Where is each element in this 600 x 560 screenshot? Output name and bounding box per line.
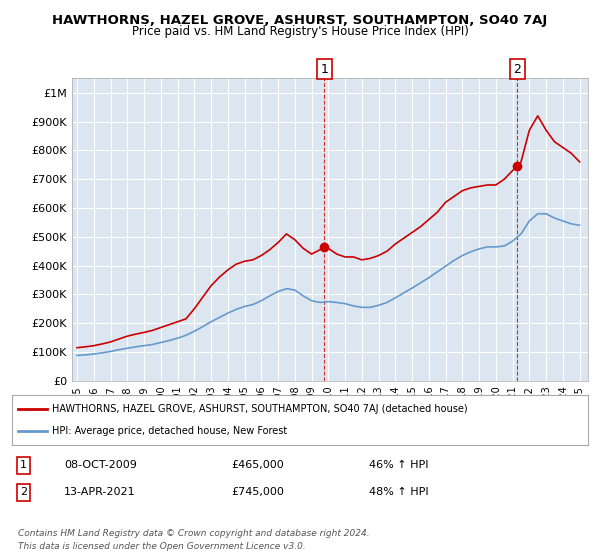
Text: Contains HM Land Registry data © Crown copyright and database right 2024.: Contains HM Land Registry data © Crown c… (18, 529, 370, 538)
Text: 2: 2 (20, 487, 27, 497)
Text: 2: 2 (514, 63, 521, 76)
Text: 13-APR-2021: 13-APR-2021 (64, 487, 136, 497)
Text: 1: 1 (20, 460, 27, 470)
Text: 46% ↑ HPI: 46% ↑ HPI (369, 460, 428, 470)
Text: £465,000: £465,000 (231, 460, 284, 470)
Text: 08-OCT-2009: 08-OCT-2009 (64, 460, 137, 470)
Text: 48% ↑ HPI: 48% ↑ HPI (369, 487, 429, 497)
Text: £745,000: £745,000 (231, 487, 284, 497)
Text: 1: 1 (320, 63, 328, 76)
Text: Price paid vs. HM Land Registry's House Price Index (HPI): Price paid vs. HM Land Registry's House … (131, 25, 469, 38)
Text: HAWTHORNS, HAZEL GROVE, ASHURST, SOUTHAMPTON, SO40 7AJ (detached house): HAWTHORNS, HAZEL GROVE, ASHURST, SOUTHAM… (52, 404, 468, 414)
Text: HPI: Average price, detached house, New Forest: HPI: Average price, detached house, New … (52, 426, 287, 436)
Text: This data is licensed under the Open Government Licence v3.0.: This data is licensed under the Open Gov… (18, 542, 306, 550)
Text: HAWTHORNS, HAZEL GROVE, ASHURST, SOUTHAMPTON, SO40 7AJ: HAWTHORNS, HAZEL GROVE, ASHURST, SOUTHAM… (52, 14, 548, 27)
